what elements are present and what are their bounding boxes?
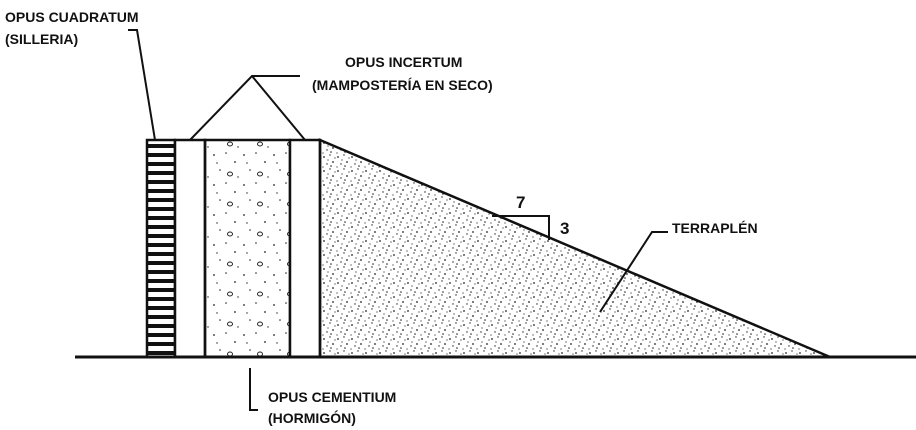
- wall: [145, 138, 322, 359]
- slope-label: 7: [516, 193, 525, 212]
- label: OPUS CEMENTIUM: [268, 389, 396, 405]
- leaders: [128, 29, 668, 411]
- label: (SILLERIA): [5, 31, 78, 47]
- label: (HORMIGÓN): [268, 409, 356, 426]
- label: (MAMPOSTERÍA EN SECO): [312, 77, 493, 93]
- label: OPUS CUADRATUM: [5, 9, 139, 25]
- label: TERRAPLÉN: [672, 220, 758, 236]
- label: OPUS INCERTUM: [345, 54, 462, 70]
- slope-label: 3: [560, 219, 569, 238]
- embankment: [318, 138, 831, 359]
